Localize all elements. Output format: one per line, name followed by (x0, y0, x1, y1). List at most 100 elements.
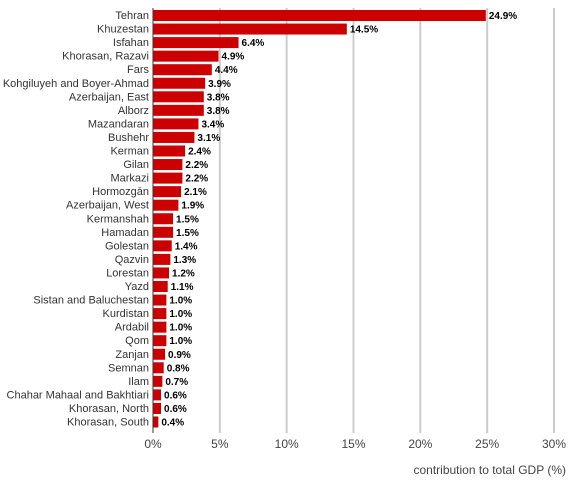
value-label: 3.9% (208, 79, 231, 90)
value-label: 1.9% (181, 201, 204, 212)
bar (153, 348, 166, 360)
bars (153, 10, 486, 428)
x-tick-label: 0% (144, 437, 162, 451)
category-label: Mazandaran (88, 118, 149, 130)
value-label: 2.4% (188, 147, 211, 158)
value-label: 1.0% (169, 336, 192, 347)
category-label: Kohgiluyeh and Boyer-Ahmad (3, 78, 149, 90)
value-label: 1.0% (169, 323, 192, 334)
bar (153, 118, 199, 130)
category-label: Gilan (123, 159, 149, 171)
x-tick-labels: 0% 5% 10% 15% 20% 25% 30% (144, 437, 566, 451)
value-label: 24.9% (489, 11, 517, 22)
category-label: Semnan (108, 362, 149, 374)
bar (153, 389, 162, 401)
value-label: 0.4% (161, 418, 184, 429)
category-label: Khuzestan (97, 24, 149, 36)
category-label: Chahar Mahaal and Bakhtiari (7, 389, 149, 401)
bar (153, 226, 174, 238)
category-label: Fars (127, 64, 150, 76)
category-label: Sistan and Baluchestan (33, 295, 149, 307)
value-label: 4.9% (221, 52, 244, 63)
category-label: Zanjan (115, 349, 149, 361)
bar (153, 416, 159, 428)
category-label: Bushehr (108, 132, 149, 144)
x-axis-label: contribution to total GDP (%) (413, 463, 566, 477)
category-label: Isfahan (113, 37, 149, 49)
bar (153, 402, 162, 414)
category-label: Lorestan (106, 267, 149, 279)
value-label: 1.3% (173, 255, 196, 266)
bar (153, 281, 168, 292)
value-label: 6.4% (242, 38, 265, 49)
bar (153, 159, 183, 171)
category-label: Hamadan (101, 227, 149, 239)
bar (153, 335, 167, 347)
bar (153, 104, 204, 116)
value-label: 3.8% (207, 106, 230, 117)
category-label: Kurdistan (103, 308, 149, 320)
bar (153, 362, 164, 374)
bar (153, 294, 167, 306)
bar (153, 50, 219, 62)
value-label: 2.1% (184, 187, 207, 198)
bar (153, 64, 212, 76)
value-label: 1.1% (171, 282, 194, 293)
bar (153, 267, 170, 279)
category-label: Qazvin (115, 254, 149, 266)
value-label: 4.4% (215, 65, 238, 76)
value-label: 3.4% (201, 119, 224, 130)
category-label: Hormozgān (92, 186, 149, 198)
value-label: 2.2% (185, 174, 208, 185)
category-label: Kerman (110, 146, 149, 158)
value-label: 1.2% (172, 268, 195, 279)
category-label: Ilam (128, 376, 149, 388)
category-label: Khorasan, North (69, 403, 149, 415)
category-label: Khorasan, South (67, 417, 149, 429)
value-label: 1.0% (169, 296, 192, 307)
bar (153, 186, 182, 198)
value-label: 14.5% (350, 25, 378, 36)
value-label: 0.6% (164, 390, 187, 401)
value-label: 0.8% (167, 363, 190, 374)
value-label: 2.2% (185, 160, 208, 171)
value-label: 1.5% (176, 214, 199, 225)
category-label: Qom (125, 335, 149, 347)
x-tick-label: 25% (475, 437, 499, 451)
bar (153, 321, 167, 333)
category-label: Kermanshah (87, 213, 149, 225)
x-tick-label: 10% (275, 437, 299, 451)
value-label: 1.5% (176, 228, 199, 239)
category-label: Ardabil (115, 322, 149, 334)
value-label: 1.4% (175, 241, 198, 252)
category-label: Azerbaijan, East (69, 91, 149, 103)
category-label: Khorasan, Razavi (62, 51, 149, 63)
bar (153, 131, 195, 143)
category-label: Markazi (110, 173, 149, 185)
bar (153, 199, 179, 211)
category-label: Golestan (105, 240, 149, 252)
x-tick-label: 5% (211, 437, 229, 451)
bar (153, 37, 239, 49)
bar (153, 172, 183, 184)
bar (153, 375, 163, 387)
x-tick-label: 20% (408, 437, 432, 451)
bar (153, 145, 186, 157)
value-label: 3.8% (207, 92, 230, 103)
value-label: 1.0% (169, 309, 192, 320)
bar (153, 77, 206, 89)
category-label: Tehran (115, 10, 149, 22)
gridlines (218, 8, 555, 434)
bar (153, 23, 347, 35)
category-label: Yazd (125, 281, 149, 293)
category-label: Alborz (118, 105, 149, 117)
bar (153, 213, 174, 225)
x-tick-label: 15% (341, 437, 365, 451)
x-tick-label: 30% (542, 437, 566, 451)
bar (153, 253, 171, 265)
bar (153, 10, 486, 21)
value-label: 3.1% (197, 133, 220, 144)
bar (153, 308, 167, 320)
